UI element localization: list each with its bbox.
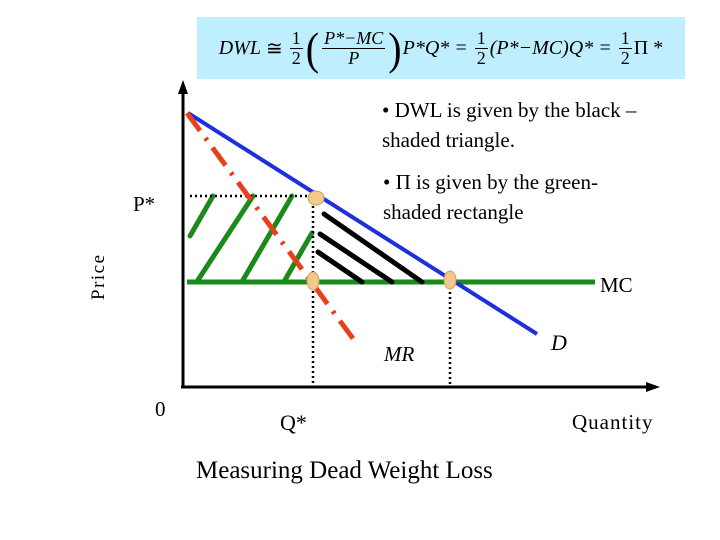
price-axis-label: Price	[88, 253, 109, 300]
profit-hatch	[240, 193, 295, 283]
formula-half-1: 1 2	[289, 27, 303, 68]
half-num-2: 1	[474, 27, 488, 49]
formula-half-3: 1 2	[618, 27, 632, 68]
mr-label: MR	[384, 342, 415, 366]
formula-ratio: P*−MC P	[322, 27, 386, 68]
demand-label: D	[551, 330, 567, 355]
ratio-den: P	[348, 47, 360, 68]
profit-hatch	[187, 193, 216, 239]
half-den: 2	[291, 47, 301, 68]
formula-approx: ≅	[266, 37, 283, 60]
formula-middle: (P*−MC)Q* =	[489, 36, 612, 59]
formula-lhs: DWL	[218, 36, 262, 59]
right-paren: )	[388, 22, 402, 74]
mc-label: MC	[600, 273, 633, 297]
demand-line	[186, 111, 539, 336]
origin-label: 0	[155, 397, 166, 421]
profit-hatch	[195, 193, 256, 283]
profit-hatch-group	[187, 193, 315, 283]
left-paren: (	[305, 22, 320, 74]
formula-tail-1: P*Q* =	[402, 36, 468, 59]
monopoly-point-marker	[307, 190, 325, 206]
half-den-2: 2	[476, 47, 486, 68]
dwl-hatch	[315, 249, 365, 285]
profit-hatch	[282, 230, 315, 283]
formula-tail-2: Π *	[633, 36, 664, 59]
pi-note-line-1: • Π is given by the green-	[383, 170, 598, 194]
half-num: 1	[289, 27, 303, 49]
formula-box: DWL ≅ 1 2 ( P*−MC P ) P*Q* = 1 2 (P*−MC)…	[197, 17, 685, 79]
pi-note-line-2: shaded rectangle	[383, 200, 524, 224]
mr-mc-marker	[306, 271, 320, 291]
p-star-label: P*	[133, 192, 156, 216]
demand-mc-marker	[443, 270, 457, 290]
y-axis-arrow	[178, 80, 188, 94]
half-den-3: 2	[620, 47, 630, 68]
mr-line	[184, 111, 360, 346]
dwl-hatch	[321, 211, 425, 285]
half-num-3: 1	[618, 27, 632, 49]
quantity-axis-label: Quantity	[572, 410, 654, 434]
x-axis-arrow	[646, 382, 660, 392]
dwl-note-line-1: • DWL is given by the black –	[382, 98, 637, 122]
ratio-num: P*−MC	[322, 27, 386, 49]
formula-half-2: 1 2	[474, 27, 488, 68]
dwl-hatch-group	[315, 211, 425, 285]
dwl-note-line-2: shaded triangle.	[382, 128, 515, 152]
dwl-hatch	[317, 231, 395, 285]
q-star-label: Q*	[280, 410, 307, 435]
marker-group	[306, 190, 457, 291]
slide-title: Measuring Dead Weight Loss	[196, 457, 493, 484]
dwl-formula: DWL ≅ 1 2 ( P*−MC P ) P*Q* = 1 2 (P*−MC)…	[197, 17, 685, 79]
